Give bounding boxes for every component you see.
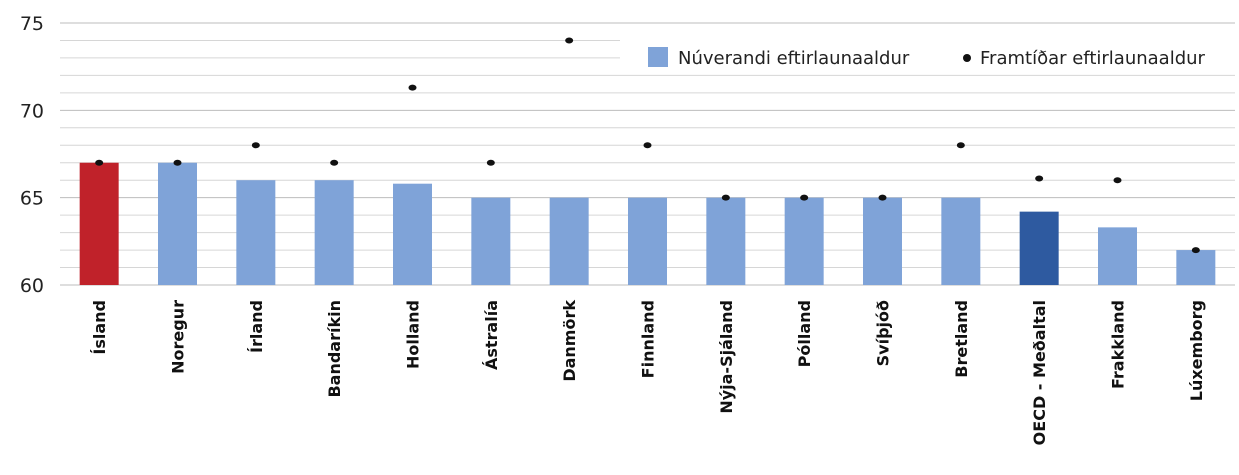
legend: Núverandi eftirlaunaaldur Framtíðar efti…: [620, 40, 1239, 70]
bar: [1176, 250, 1216, 285]
legend-label-bar: Núverandi eftirlaunaaldur: [678, 48, 910, 69]
dot-marker: [408, 84, 417, 91]
legend-swatch-dot: [963, 54, 971, 62]
dot-marker: [1191, 247, 1200, 254]
bar: [79, 162, 119, 285]
x-axis: Ísland Noregur Írland Bandaríkin Holland Ástr…: [90, 300, 1206, 446]
bar: [236, 180, 276, 285]
bar: [628, 197, 667, 285]
x-tick-label: Nýja-Sjáland: [717, 300, 736, 414]
x-tick-label: Lúxemborg: [1187, 300, 1206, 401]
legend-label-dot: Framtíðar eftirlaunaaldur: [980, 48, 1206, 69]
dot-marker: [643, 142, 652, 149]
legend-background: [620, 40, 1239, 70]
dot-marker: [565, 37, 574, 44]
dot-marker: [173, 159, 182, 166]
x-tick-label: Ísland: [90, 300, 109, 355]
bar-series: [79, 162, 1216, 285]
dot-marker: [878, 194, 887, 201]
bar: [784, 197, 824, 285]
y-tick-label: 65: [20, 188, 44, 210]
dot-series: [95, 37, 1200, 254]
x-tick-label: Svíþjóð: [874, 300, 893, 366]
x-tick-label: OECD - Meðaltal: [1030, 300, 1049, 445]
x-tick-label: Frakkland: [1109, 300, 1128, 389]
dot-marker: [330, 159, 339, 166]
x-tick-label: Holland: [404, 300, 423, 369]
dot-marker: [800, 194, 809, 201]
dot-marker: [956, 142, 965, 149]
bar: [549, 197, 589, 285]
bar: [471, 197, 511, 285]
bar: [1019, 211, 1059, 285]
y-axis: 60 65 70 75: [20, 13, 44, 297]
x-tick-label: Bretland: [952, 300, 971, 378]
y-tick-label: 70: [20, 100, 44, 122]
dot-marker: [486, 159, 495, 166]
x-tick-label: Ástralía: [482, 300, 501, 370]
dot-marker: [1035, 175, 1044, 182]
y-tick-label: 75: [20, 13, 44, 35]
x-tick-label: Pólland: [795, 300, 814, 367]
dot-marker: [251, 142, 260, 149]
legend-swatch-bar: [648, 47, 668, 67]
x-tick-label: Noregur: [169, 300, 188, 374]
dot-marker: [1113, 177, 1122, 184]
bar: [314, 180, 354, 285]
bar: [393, 183, 432, 285]
x-tick-label: Bandaríkin: [325, 300, 344, 398]
y-tick-label: 60: [20, 275, 44, 297]
x-tick-label: Finnland: [639, 300, 658, 378]
dot-marker: [721, 194, 730, 201]
x-tick-label: Írland: [247, 300, 266, 353]
dot-marker: [95, 159, 104, 166]
bar: [706, 197, 746, 285]
bar: [941, 197, 981, 285]
x-tick-label: Danmörk: [560, 300, 579, 382]
bar: [863, 197, 902, 285]
bar: [158, 162, 197, 285]
bar: [1098, 227, 1137, 285]
